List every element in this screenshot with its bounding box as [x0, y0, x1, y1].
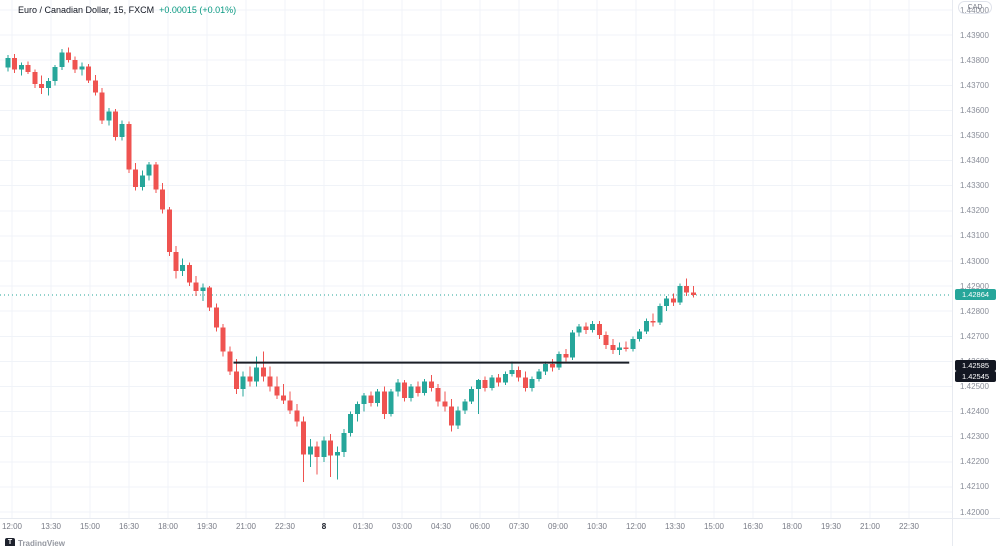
time-axis-label: 07:30	[508, 522, 530, 531]
price-axis-label: 1.42400	[960, 407, 989, 417]
price-axis-label: 1.42300	[960, 432, 989, 442]
time-axis-label: 04:30	[430, 522, 452, 531]
price-axis-label: 1.43000	[960, 256, 989, 266]
price-axis-label: 1.42800	[960, 306, 989, 316]
price-axis-label: 1.42200	[960, 457, 989, 467]
time-axis-label: 18:00	[781, 522, 803, 531]
time-axis-label: 06:00	[469, 522, 491, 531]
tradingview-watermark[interactable]: T TradingView	[5, 538, 65, 546]
time-axis-label: 16:30	[742, 522, 764, 531]
support-line-price-label-2: 1.42545	[955, 370, 996, 382]
price-axis-label: 1.42700	[960, 331, 989, 341]
symbol-title-bar: Euro / Canadian Dollar, 15, FXCM +0.00015…	[18, 5, 236, 15]
price-axis-label: 1.44000	[960, 5, 989, 15]
price-axis-label: 1.43700	[960, 80, 989, 90]
price-axis-label: 1.42100	[960, 482, 989, 492]
price-axis-label: 1.43400	[960, 156, 989, 166]
time-axis-label: 16:30	[118, 522, 140, 531]
price-axis-label: 1.43600	[960, 105, 989, 115]
tradingview-logo-icon: T	[5, 538, 15, 546]
price-change: +0.00015 (+0.01%)	[159, 5, 237, 15]
price-axis-label: 1.43900	[960, 30, 989, 40]
time-axis-label: 13:30	[664, 522, 686, 531]
time-axis-label: 12:00	[1, 522, 23, 531]
time-axis-label: 21:00	[859, 522, 881, 531]
time-axis-label: 15:00	[79, 522, 101, 531]
price-axis-label: 1.43100	[960, 231, 989, 241]
time-axis-label: 15:00	[703, 522, 725, 531]
time-axis-label: 01:30	[352, 522, 374, 531]
price-axis-label: 1.42900	[960, 281, 989, 291]
currency-unit-button[interactable]: CAD	[958, 1, 992, 14]
price-axis-label: 1.43500	[960, 131, 989, 140]
time-axis-label: 22:30	[898, 522, 920, 531]
time-axis-label: 03:00	[391, 522, 413, 531]
price-axis-label: 1.42500	[960, 382, 989, 391]
symbol-title[interactable]: Euro / Canadian Dollar, 15, FXCM	[18, 5, 155, 15]
date-label: 8	[321, 522, 327, 531]
price-axis-label: 1.42000	[960, 507, 989, 517]
time-axis-separator	[0, 518, 1000, 519]
price-axis-label: 1.43200	[960, 206, 989, 216]
current-price-label: 1.42864	[955, 289, 996, 300]
price-axis-separator	[952, 0, 953, 546]
time-axis-label: 12:00	[625, 522, 647, 531]
time-axis-label: 21:00	[235, 522, 257, 531]
time-axis-label: 22:30	[274, 522, 296, 531]
watermark-text: TradingView	[18, 538, 65, 546]
price-axis-label: 1.43300	[960, 181, 989, 191]
time-axis-label: 19:30	[820, 522, 842, 531]
time-axis-label: 19:30	[196, 522, 218, 531]
time-axis-label: 13:30	[40, 522, 62, 531]
price-axis-label: 1.43800	[960, 55, 989, 65]
time-axis-label: 09:00	[547, 522, 569, 531]
support-line-price-label: 1.42585	[955, 360, 996, 371]
time-axis-label: 18:00	[157, 522, 179, 531]
time-axis-label: 10:30	[586, 522, 608, 531]
